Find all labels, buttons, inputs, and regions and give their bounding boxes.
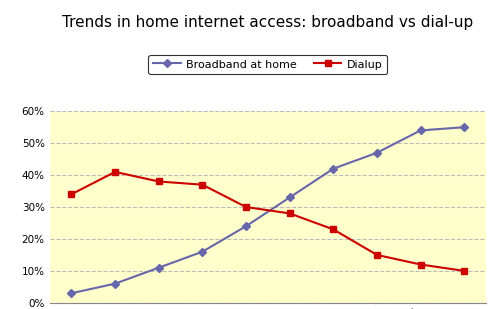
Text: Trends in home internet access: broadband vs dial-up: Trends in home internet access: broadban… (62, 15, 474, 31)
Dialup (156, 180, 162, 183)
Broadband at home (461, 125, 467, 129)
Dialup (199, 183, 205, 187)
Dialup (112, 170, 118, 174)
Dialup (461, 269, 467, 273)
Broadband at home (287, 196, 293, 199)
Line: Dialup: Dialup (68, 169, 467, 274)
Broadband at home (156, 266, 162, 269)
Broadband at home (68, 291, 74, 295)
Dialup (418, 263, 424, 266)
Broadband at home (330, 167, 336, 171)
Dialup (330, 227, 336, 231)
Broadband at home (243, 224, 249, 228)
Dialup (243, 205, 249, 209)
Dialup (287, 212, 293, 215)
Broadband at home (374, 151, 380, 154)
Dialup (374, 253, 380, 257)
Line: Broadband at home: Broadband at home (68, 124, 467, 296)
Broadband at home (199, 250, 205, 254)
Legend: Broadband at home, Dialup: Broadband at home, Dialup (148, 55, 387, 74)
Broadband at home (112, 282, 118, 286)
Dialup (68, 193, 74, 196)
Broadband at home (418, 129, 424, 132)
